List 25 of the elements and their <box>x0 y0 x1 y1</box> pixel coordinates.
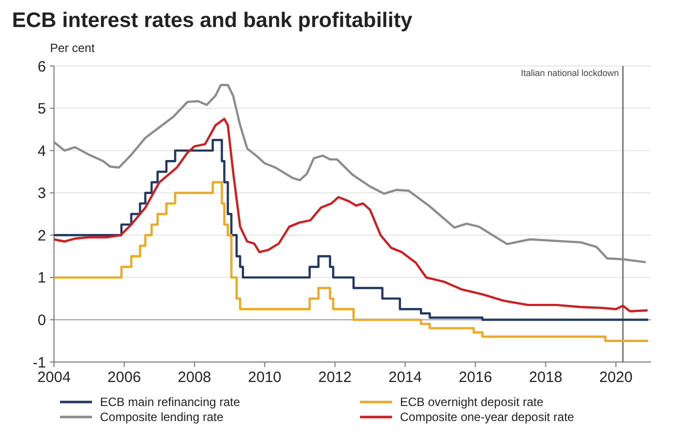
x-tick-label: 2016 <box>458 369 492 386</box>
x-tick-label: 2006 <box>108 369 141 386</box>
y-axis-title: Per cent <box>50 41 96 55</box>
x-tick-label: 2018 <box>528 369 562 386</box>
x-tick-label: 2020 <box>599 369 633 386</box>
y-tick-label: 6 <box>38 58 46 76</box>
legend-label: ECB main refinancing rate <box>100 395 240 410</box>
x-tick-label: 2010 <box>248 369 282 386</box>
x-tick-label: 2012 <box>318 369 352 386</box>
legend-label: Composite one-year deposit rate <box>400 410 574 424</box>
y-tick-label: 3 <box>38 185 46 202</box>
y-tick-label: 1 <box>38 270 46 287</box>
y-tick-label: 0 <box>38 312 46 329</box>
x-tick-label: 2014 <box>388 369 422 386</box>
line-series <box>52 84 647 264</box>
legend-label: Composite lending rate <box>100 410 224 424</box>
legend-label: ECB overnight deposit rate <box>400 395 544 410</box>
chart-title: ECB interest rates and bank profitability <box>12 9 413 32</box>
y-tick-label: 4 <box>38 142 46 160</box>
y-tick-label: 5 <box>38 100 46 118</box>
x-tick-label: 2004 <box>37 369 71 386</box>
y-tick-label: 2 <box>38 227 46 244</box>
y-tick-label: -1 <box>32 354 46 372</box>
ref-line-label: Italian national lockdown <box>520 68 619 78</box>
x-tick-label: 2008 <box>178 369 212 386</box>
